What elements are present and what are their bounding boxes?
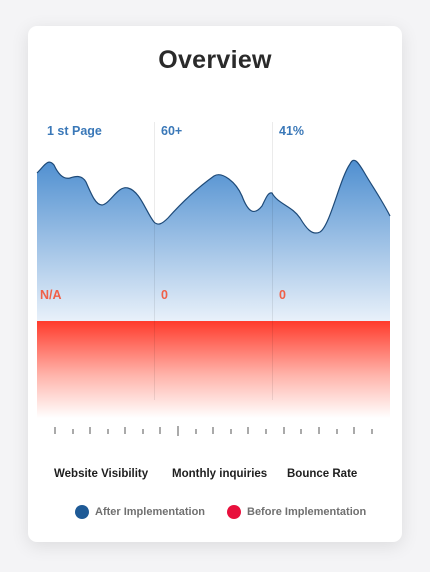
- legend-dot-red: [227, 505, 241, 519]
- legend-dot-blue: [75, 505, 89, 519]
- after-value-website-visibility: 1 st Page: [47, 124, 102, 138]
- tick-marks: [54, 426, 373, 436]
- legend-label-after: After Implementation: [95, 506, 206, 518]
- legend-before-implementation: Before Implementation: [227, 505, 366, 519]
- after-implementation-area: [37, 160, 390, 322]
- after-value-bounce-rate: 41%: [279, 124, 305, 138]
- before-implementation-area: [37, 322, 390, 418]
- legend-label-before: Before Implementation: [247, 506, 367, 518]
- legend-after-implementation: After Implementation: [75, 505, 205, 519]
- chart-title: Overview: [158, 46, 272, 74]
- after-value-monthly-inquiries: 60+: [161, 124, 183, 138]
- category-label-website-visibility: Website Visibility: [54, 468, 149, 480]
- after-implementation-line: [36, 159, 391, 234]
- before-value-bounce-rate: 0: [279, 288, 286, 302]
- category-label-monthly-inquiries: Monthly inquiries: [172, 468, 268, 480]
- category-label-bounce-rate: Bounce Rate: [287, 468, 358, 480]
- before-value-monthly-inquiries: 0: [161, 288, 168, 302]
- before-value-website-visibility: N/A: [40, 288, 62, 302]
